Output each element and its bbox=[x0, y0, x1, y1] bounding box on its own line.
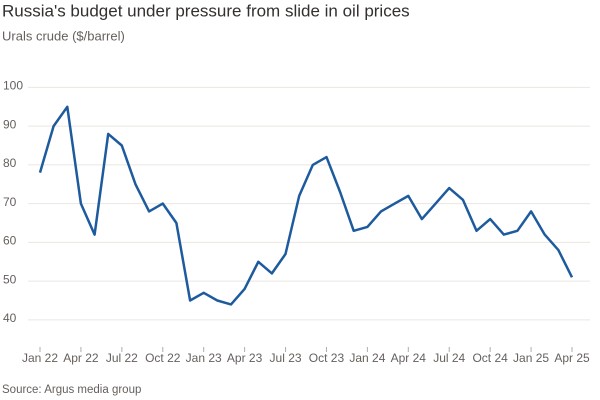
y-tick-label: 60 bbox=[3, 234, 17, 248]
chart-subtitle: Urals crude ($/barrel) bbox=[2, 28, 125, 43]
x-tick-label: Apr 23 bbox=[227, 351, 263, 365]
y-tick-label: 70 bbox=[3, 195, 17, 209]
y-tick-label: 80 bbox=[3, 156, 17, 170]
chart-title: Russia's budget under pressure from slid… bbox=[2, 1, 410, 20]
x-tick-label: Apr 24 bbox=[391, 351, 427, 365]
y-tick-label: 50 bbox=[3, 272, 17, 286]
price-line bbox=[38, 105, 574, 306]
x-tick-label: Jul 24 bbox=[433, 351, 465, 365]
x-tick-label: Jan 24 bbox=[349, 351, 385, 365]
y-tick-label: 90 bbox=[3, 117, 17, 131]
source: Source: Argus media group bbox=[2, 384, 141, 396]
x-tick-label: Apr 25 bbox=[554, 351, 590, 365]
x-tick-label: Jan 25 bbox=[513, 351, 549, 365]
y-tick-label: 100 bbox=[3, 79, 23, 93]
x-tick-label: Jan 23 bbox=[186, 351, 222, 365]
x-tick-label: Apr 22 bbox=[63, 351, 99, 365]
x-tick-label: Oct 24 bbox=[472, 351, 508, 365]
x-tick-label: Jan 22 bbox=[22, 351, 58, 365]
x-tick-label: Oct 23 bbox=[309, 351, 345, 365]
x-tick-label: Jul 23 bbox=[270, 351, 302, 365]
x-tick-label: Oct 22 bbox=[145, 351, 181, 365]
y-tick-label: 40 bbox=[3, 311, 17, 325]
x-tick-label: Jul 22 bbox=[106, 351, 138, 365]
